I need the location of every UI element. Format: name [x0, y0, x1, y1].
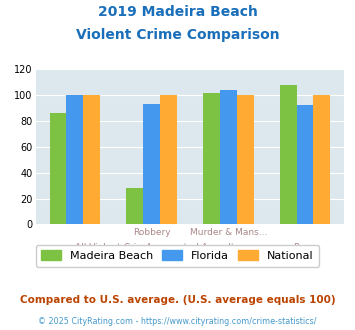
Bar: [83, 95, 100, 224]
Text: Aggravated Assault: Aggravated Assault: [146, 243, 234, 251]
Legend: Madeira Beach, Florida, National: Madeira Beach, Florida, National: [36, 245, 319, 267]
Bar: [160, 95, 177, 224]
Text: Murder & Mans...: Murder & Mans...: [190, 228, 267, 237]
Bar: [203, 92, 220, 224]
Text: © 2025 CityRating.com - https://www.cityrating.com/crime-statistics/: © 2025 CityRating.com - https://www.city…: [38, 317, 317, 326]
Text: Robbery: Robbery: [133, 228, 170, 237]
Text: Violent Crime Comparison: Violent Crime Comparison: [76, 28, 279, 42]
Text: 2019 Madeira Beach: 2019 Madeira Beach: [98, 5, 257, 19]
Bar: [313, 95, 330, 224]
Text: Compared to U.S. average. (U.S. average equals 100): Compared to U.S. average. (U.S. average …: [20, 295, 335, 305]
Text: Rape: Rape: [294, 243, 316, 251]
Bar: [126, 188, 143, 224]
Bar: [66, 95, 83, 224]
Bar: [237, 95, 253, 224]
Bar: [220, 90, 237, 224]
Bar: [296, 106, 313, 224]
Bar: [50, 113, 66, 224]
Text: All Violent Crime: All Violent Crime: [75, 243, 151, 251]
Bar: [280, 85, 296, 224]
Bar: [143, 104, 160, 224]
